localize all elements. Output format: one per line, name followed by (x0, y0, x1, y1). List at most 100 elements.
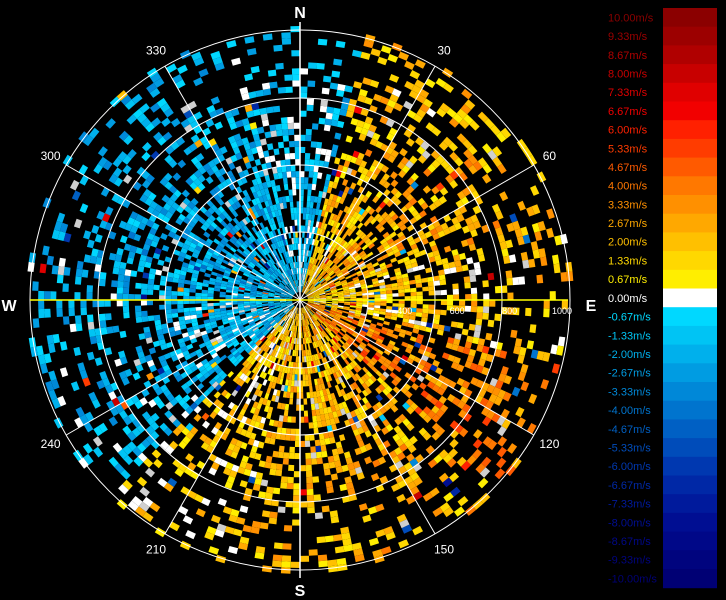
velocity-cell (286, 323, 291, 330)
velocity-cell (319, 389, 324, 397)
velocity-cell (113, 260, 121, 269)
velocity-cell (245, 282, 253, 287)
velocity-cell (305, 355, 309, 363)
velocity-cell (313, 397, 319, 404)
velocity-cell (256, 190, 263, 198)
velocity-cell (387, 343, 395, 350)
velocity-cell (330, 309, 337, 314)
velocity-cell (406, 467, 416, 476)
velocity-cell (285, 309, 290, 314)
velocity-cell (461, 225, 470, 234)
velocity-cell (313, 314, 319, 320)
velocity-cell (178, 463, 188, 472)
velocity-cell (307, 294, 313, 297)
velocity-cell (207, 296, 214, 300)
velocity-cell (294, 140, 300, 147)
velocity-cell (280, 295, 287, 298)
velocity-cell (473, 429, 483, 439)
velocity-cell (141, 316, 149, 323)
azimuth-label: 330 (146, 44, 166, 58)
velocity-cell (325, 149, 332, 157)
velocity-cell (333, 327, 340, 333)
velocity-cell (228, 277, 235, 282)
velocity-cell (375, 394, 383, 402)
velocity-cell (315, 221, 320, 228)
velocity-cell (161, 117, 171, 127)
velocity-cell (276, 317, 282, 323)
velocity-cell (422, 308, 429, 314)
velocity-cell (403, 129, 413, 138)
velocity-cell (291, 288, 296, 294)
velocity-cell (306, 201, 311, 208)
velocity-cell (350, 272, 357, 278)
velocity-cell (207, 290, 214, 294)
velocity-cell (227, 316, 235, 321)
velocity-cell (286, 342, 290, 349)
velocity-cell (370, 172, 378, 181)
velocity-cell (259, 208, 266, 216)
colorbar-swatch (663, 101, 717, 121)
velocity-cell (213, 238, 221, 245)
velocity-cell (416, 108, 427, 118)
velocity-cell (249, 451, 257, 459)
velocity-cell (226, 251, 234, 258)
velocity-cell (330, 226, 336, 233)
velocity-cell (268, 517, 277, 525)
velocity-cell (256, 246, 262, 253)
velocity-cell (482, 306, 490, 314)
velocity-cell (280, 567, 291, 574)
velocity-cell (97, 156, 108, 168)
velocity-cell (286, 298, 292, 300)
colorbar-swatch (663, 138, 717, 159)
colorbar-legend: 10.00m/s9.33m/s8.67m/s8.00m/s7.33m/s6.67… (608, 8, 717, 589)
velocity-cell (265, 430, 272, 438)
velocity-cell (323, 273, 329, 279)
velocity-cell (44, 291, 51, 300)
velocity-cell (232, 217, 240, 225)
velocity-cell (333, 258, 340, 264)
velocity-cell (181, 332, 189, 338)
velocity-cell (242, 218, 249, 226)
velocity-cell (333, 317, 340, 323)
velocity-cell (286, 295, 293, 298)
velocity-cell (557, 336, 566, 347)
velocity-cell (345, 482, 354, 490)
velocity-cell (162, 328, 170, 335)
velocity-cell (404, 288, 411, 293)
velocity-cell (319, 438, 326, 446)
velocity-cell (227, 198, 235, 206)
velocity-cell (252, 352, 258, 359)
velocity-cell (300, 92, 308, 99)
velocity-cell (395, 438, 405, 447)
velocity-cell (186, 326, 194, 333)
velocity-cell (540, 379, 550, 390)
velocity-cell (301, 249, 304, 256)
velocity-cell (179, 270, 187, 276)
velocity-cell (258, 195, 265, 203)
velocity-cell (184, 205, 192, 214)
velocity-cell (327, 374, 333, 382)
velocity-cell (133, 456, 144, 467)
velocity-cell (360, 375, 368, 383)
velocity-cell (317, 396, 322, 404)
velocity-cell (324, 258, 330, 265)
velocity-cell (406, 406, 415, 415)
velocity-cell (118, 370, 127, 380)
velocity-cell (261, 82, 271, 90)
velocity-cell (473, 330, 481, 339)
velocity-cell (375, 205, 383, 214)
velocity-cell (149, 87, 161, 98)
velocity-cell (260, 258, 267, 264)
velocity-cell (380, 302, 387, 306)
velocity-cell (313, 245, 318, 253)
velocity-cell (252, 336, 259, 342)
velocity-cell (282, 239, 287, 246)
velocity-cell (235, 239, 243, 247)
velocity-cell (335, 270, 342, 276)
velocity-cell (290, 561, 300, 568)
velocity-cell (392, 293, 399, 297)
velocity-cell (252, 191, 259, 199)
velocity-cell (454, 157, 464, 167)
velocity-cell (210, 361, 218, 369)
velocity-cell (410, 181, 419, 190)
